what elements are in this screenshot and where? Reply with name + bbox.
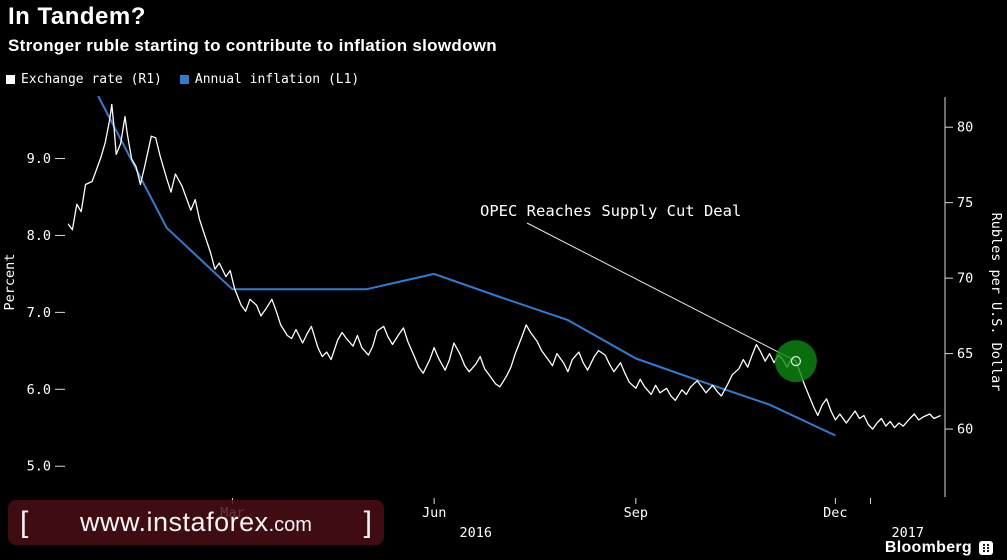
plot-area xyxy=(68,96,941,437)
left-axis-title: Percent xyxy=(2,254,18,311)
chart-header: In Tandem? Stronger ruble starting to co… xyxy=(0,0,505,59)
left-tick-label: 5.0 xyxy=(27,459,51,475)
bloomberg-logo-icon xyxy=(979,541,993,555)
left-tick-label: 9.0 xyxy=(27,151,51,167)
legend-item-exchange-rate: Exchange rate (R1) xyxy=(6,72,162,87)
exchange-rate-swatch-icon xyxy=(6,75,15,84)
right-tick-label: 65 xyxy=(957,346,973,362)
chart-legend: Exchange rate (R1) Annual inflation (L1) xyxy=(6,72,359,87)
right-axis-title: Rubles per U.S. Dollar xyxy=(988,213,1004,392)
opec-event-marker xyxy=(774,340,817,383)
annual-inflation-swatch-icon xyxy=(179,75,189,84)
watermark-bracket-right: ] xyxy=(363,505,372,539)
left-tick-label: 6.0 xyxy=(27,382,51,398)
watermark-tld: .com xyxy=(268,514,312,536)
chart-svg: OPEC Reaches Supply Cut Deal 5.0 6.0 7.0 8.0… xyxy=(2,96,1004,541)
right-tick-label: 80 xyxy=(957,120,973,136)
watermark-domain: www.instaforex xyxy=(80,507,269,537)
month-tick-label: Sep xyxy=(624,505,648,521)
right-tick-label: 60 xyxy=(957,422,973,438)
left-tick-label: 8.0 xyxy=(27,228,51,244)
annual-inflation-line xyxy=(97,96,836,437)
bloomberg-wordmark: Bloomberg xyxy=(884,539,972,556)
year-label: 2017 xyxy=(891,525,924,541)
legend-item-annual-inflation: Annual inflation (L1) xyxy=(179,72,360,87)
right-tick-label: 70 xyxy=(957,271,973,287)
annotation-leader-line xyxy=(526,222,797,362)
year-label: 2016 xyxy=(460,525,493,541)
watermark-text: www.instaforex .com xyxy=(80,507,312,538)
bloomberg-logo: Bloomberg xyxy=(885,539,993,557)
month-tick-label: Dec xyxy=(823,505,847,521)
chart-subtitle: Stronger ruble starting to contribute to… xyxy=(8,36,497,55)
watermark-bracket-left: [ xyxy=(20,505,29,539)
annotation-text: OPEC Reaches Supply Cut Deal xyxy=(480,202,741,220)
chart-title: In Tandem? xyxy=(8,3,146,30)
exchange-rate-line xyxy=(68,103,941,430)
legend-label-exchange-rate: Exchange rate (R1) xyxy=(21,72,162,87)
right-tick-label: 75 xyxy=(957,195,973,211)
legend-label-annual-inflation: Annual inflation (L1) xyxy=(194,72,360,87)
marker-point-icon xyxy=(790,356,802,367)
left-tick-label: 7.0 xyxy=(27,305,51,321)
month-tick-label: Jun xyxy=(422,505,446,521)
instaforex-watermark: [ www.instaforex .com ] xyxy=(8,500,384,545)
